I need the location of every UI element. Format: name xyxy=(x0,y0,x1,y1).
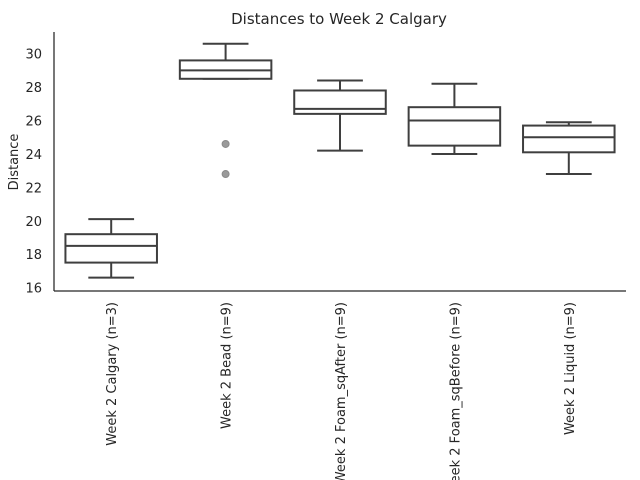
y-ticks: 16 18 20 22 24 26 28 30 xyxy=(25,48,42,297)
x-tick-label: Week 2 Liquid (n=9) xyxy=(563,302,578,435)
box-group xyxy=(407,82,502,155)
axes xyxy=(53,32,626,292)
y-tick-label: 26 xyxy=(25,115,42,130)
x-tick-label: Week 2 Bead (n=9) xyxy=(220,302,235,429)
x-ticks: Week 2 Calgary (n=3) Week 2 Bead (n=9) Wee… xyxy=(105,302,578,480)
outlier-point xyxy=(221,139,230,148)
y-tick-label: 24 xyxy=(25,148,42,163)
y-tick-label: 16 xyxy=(25,282,42,297)
y-tick-label: 22 xyxy=(25,181,42,196)
y-tick-label: 18 xyxy=(25,248,42,263)
box-group xyxy=(178,42,273,179)
x-tick-label: Week 2 Calgary (n=3) xyxy=(105,302,120,446)
outlier-point xyxy=(221,170,230,179)
box-group xyxy=(64,218,158,279)
y-tick-label: 20 xyxy=(25,215,42,230)
box-iqr xyxy=(293,89,387,115)
y-tick-label: 28 xyxy=(25,81,42,96)
box-iqr xyxy=(407,106,502,147)
box-iqr xyxy=(64,233,158,264)
box-group xyxy=(293,79,387,152)
boxes xyxy=(64,42,616,279)
box-group xyxy=(522,121,616,176)
y-axis-label: Distance xyxy=(7,134,22,191)
x-tick-label: Week 2 Foam_sqBefore (n=9) xyxy=(448,302,463,480)
x-tick-label: Week 2 Foam_sqAfter (n=9) xyxy=(334,302,349,480)
y-tick-label: 30 xyxy=(25,48,42,63)
box-iqr xyxy=(522,124,616,154)
chart-title: Distances to Week 2 Calgary xyxy=(231,10,447,28)
